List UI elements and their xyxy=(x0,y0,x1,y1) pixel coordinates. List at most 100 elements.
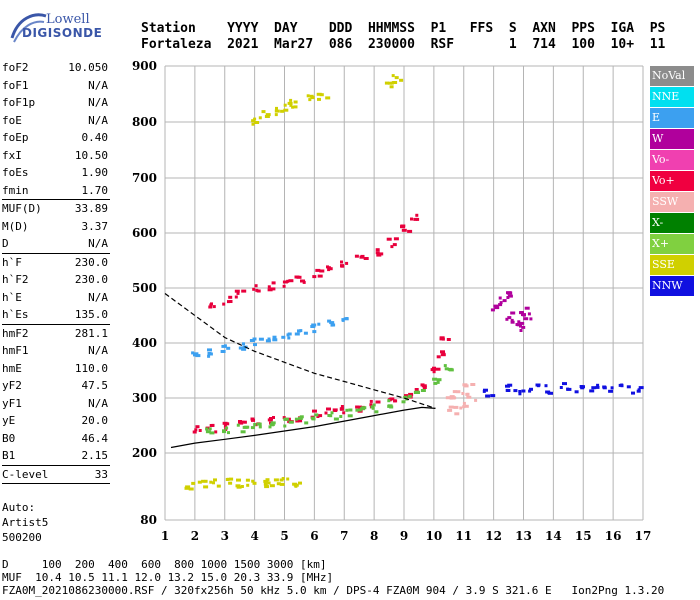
data-point xyxy=(527,312,531,316)
data-point xyxy=(436,355,441,359)
data-point xyxy=(638,386,644,390)
data-point xyxy=(223,424,227,428)
param-row-fof1p: foF1p N/A xyxy=(2,94,110,112)
param-separator xyxy=(2,252,110,254)
data-point xyxy=(433,381,438,385)
data-point xyxy=(243,420,247,424)
data-point xyxy=(485,394,491,398)
data-point xyxy=(506,291,511,295)
param-row-hme: hmE 110.0 xyxy=(2,360,110,378)
data-point xyxy=(454,412,460,416)
data-point xyxy=(226,477,230,481)
data-point xyxy=(499,301,503,305)
data-point xyxy=(384,81,389,85)
data-point xyxy=(340,264,344,268)
param-value: 47.5 xyxy=(81,379,109,392)
data-point xyxy=(214,430,218,434)
data-point xyxy=(490,394,496,398)
data-point xyxy=(287,332,292,336)
data-point xyxy=(529,317,533,321)
data-point xyxy=(331,323,336,327)
data-point xyxy=(228,481,233,485)
data-point xyxy=(222,429,226,433)
data-point xyxy=(308,98,312,102)
data-point xyxy=(252,337,257,341)
data-point xyxy=(510,318,514,322)
data-point xyxy=(342,411,346,415)
data-point xyxy=(300,279,305,283)
data-point xyxy=(421,384,427,388)
x-tick-label: 9 xyxy=(400,529,408,543)
header-block: Station YYYY DAY DDD HHMMSS P1 FFS S AXN… xyxy=(141,21,673,53)
data-point xyxy=(208,427,212,431)
data-point xyxy=(413,391,417,394)
data-point xyxy=(235,484,241,488)
data-point xyxy=(312,330,317,334)
data-point xyxy=(251,122,255,126)
param-key: h`Es xyxy=(2,308,29,321)
param-row-he: h`E N/A xyxy=(2,289,110,307)
data-point xyxy=(184,486,190,490)
data-point xyxy=(281,335,286,339)
curve-layer xyxy=(164,293,436,449)
data-point xyxy=(394,76,399,80)
data-point xyxy=(456,390,461,394)
data-point xyxy=(387,404,393,408)
param-value: 110.0 xyxy=(74,361,108,375)
legend-item-sse: SSE xyxy=(650,255,694,275)
data-point xyxy=(327,414,331,417)
data-point xyxy=(204,479,208,483)
x-tick-label: 12 xyxy=(485,529,502,543)
data-point xyxy=(317,274,323,278)
data-point xyxy=(225,426,229,430)
data-point xyxy=(519,329,523,332)
data-point xyxy=(221,344,227,348)
data-point xyxy=(311,417,316,421)
data-point xyxy=(205,427,209,431)
footer-distance-row: D 100 200 400 600 800 1000 1500 3000 [km… xyxy=(2,558,327,571)
legend-item-w: W xyxy=(650,129,694,149)
data-point xyxy=(192,430,197,434)
param-separator xyxy=(2,483,110,484)
data-point xyxy=(510,311,516,315)
data-point xyxy=(269,484,275,488)
data-point xyxy=(294,332,300,336)
data-point xyxy=(207,354,211,358)
data-point xyxy=(252,481,257,485)
param-value: 281.1 xyxy=(74,326,108,340)
data-point xyxy=(239,420,245,424)
data-point xyxy=(207,348,212,352)
data-point xyxy=(282,280,288,284)
data-point xyxy=(236,291,240,295)
data-point xyxy=(498,303,503,307)
param-key: foF1p xyxy=(2,96,36,109)
data-point xyxy=(304,421,309,425)
x-tick-label: 16 xyxy=(605,529,622,543)
autoscaling-info: Auto: Artist5 500200 xyxy=(2,500,110,545)
data-point xyxy=(209,424,214,427)
param-value: N/A xyxy=(88,96,108,109)
data-point xyxy=(270,421,276,425)
data-point xyxy=(312,275,317,279)
data-point xyxy=(449,396,453,400)
param-key: foE xyxy=(2,113,22,127)
muf-curve xyxy=(164,293,436,409)
data-point xyxy=(513,389,518,393)
y-tick-label: 400 xyxy=(132,336,157,350)
data-point xyxy=(253,343,257,347)
data-point xyxy=(201,479,206,483)
auto-line: Artist5 xyxy=(2,516,49,529)
param-value: N/A xyxy=(88,290,108,304)
data-point xyxy=(414,388,419,391)
data-point xyxy=(415,213,419,217)
data-point xyxy=(269,423,275,426)
data-point xyxy=(188,487,194,491)
param-key: yF2 xyxy=(2,379,22,392)
data-point xyxy=(580,386,585,390)
data-point xyxy=(267,288,273,292)
data-point xyxy=(254,121,260,124)
data-point xyxy=(317,97,321,101)
data-point xyxy=(267,285,271,289)
param-row-yf2: yF2 47.5 xyxy=(2,377,110,395)
